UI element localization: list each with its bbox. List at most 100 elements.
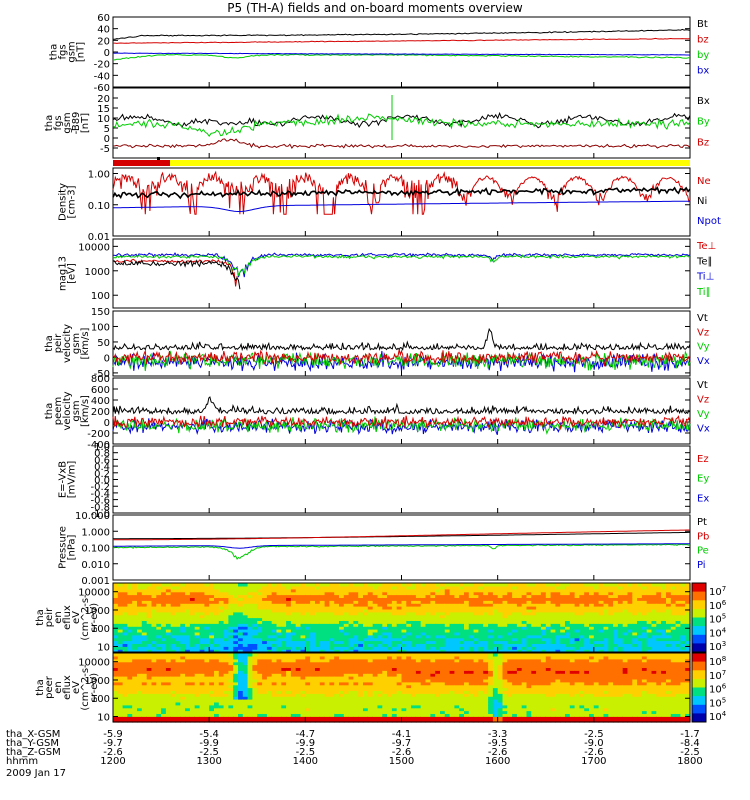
spectrogram-cell xyxy=(233,655,239,660)
spectrogram-cell xyxy=(310,608,316,613)
spectrogram-cell xyxy=(444,649,451,653)
spectrogram-cell xyxy=(464,693,470,697)
spectrogram-cell xyxy=(415,681,422,686)
spectrogram-cell xyxy=(209,606,215,610)
spectrogram-cell xyxy=(214,591,220,596)
spectrogram-cell xyxy=(252,670,258,674)
y-tick-label: 1.0 xyxy=(94,442,110,453)
spectrogram-cell xyxy=(117,606,124,610)
y-axis-label: tha xyxy=(49,44,60,60)
spectrogram-cell xyxy=(185,690,191,694)
spectrogram-cell xyxy=(425,608,431,613)
spectrogram-cell xyxy=(305,626,311,630)
spectrogram-cell xyxy=(478,719,484,723)
spectrogram-cell xyxy=(315,673,321,677)
spectrogram-cell xyxy=(468,588,475,593)
spectrogram-cell xyxy=(214,611,220,616)
spectrogram-cell xyxy=(233,631,239,636)
spectrogram-cell xyxy=(324,643,330,647)
spectrogram-cell xyxy=(281,690,287,694)
spectrogram-cell xyxy=(622,608,629,613)
spectrogram-cell xyxy=(593,594,600,598)
spectrogram-cell xyxy=(223,661,229,666)
spectrogram-cell xyxy=(483,673,489,677)
spectrogram-cell xyxy=(300,707,306,712)
spectrogram-cell xyxy=(670,603,677,607)
spectrogram-cell xyxy=(449,701,455,706)
spectrogram-cell xyxy=(214,687,220,691)
spectrogram-cell xyxy=(353,649,359,653)
spectrogram-cell xyxy=(238,701,244,706)
spectrogram-cell xyxy=(401,606,407,610)
spectrogram-cell xyxy=(348,626,354,630)
spectrogram-cell xyxy=(271,585,278,590)
spectrogram-cell xyxy=(300,585,306,590)
spectrogram-cell xyxy=(334,719,340,723)
spectrogram-cell xyxy=(367,643,374,647)
y-tick-label: 10 xyxy=(97,643,110,654)
spectrogram-cell xyxy=(377,716,383,720)
spectrogram-cell xyxy=(348,716,354,720)
spectrogram-cell xyxy=(161,583,167,587)
spectrogram-cell xyxy=(608,623,614,627)
spectrogram-cell xyxy=(113,631,119,636)
spectrogram-cell xyxy=(305,629,311,633)
spectrogram-cell xyxy=(295,631,302,636)
spectrogram-cell xyxy=(435,710,441,714)
spectrogram-cell xyxy=(214,655,220,660)
spectrogram-cell xyxy=(617,608,624,613)
spectrogram-cell xyxy=(194,600,201,604)
spectrogram-cell xyxy=(526,643,532,647)
spectrogram-cell xyxy=(204,653,210,657)
spectrogram-cell xyxy=(680,626,686,630)
spectrogram-cell xyxy=(411,623,417,627)
spectrogram-cell xyxy=(555,640,561,644)
spectrogram-cell xyxy=(372,701,379,706)
spectrogram-cell xyxy=(492,637,499,642)
spectrogram-cell xyxy=(440,634,446,639)
spectrogram-cell xyxy=(209,591,215,596)
spectrogram-cell xyxy=(329,629,335,633)
spectrogram-cell xyxy=(214,600,220,604)
spectrogram-cell xyxy=(565,643,571,647)
spectrogram-cell xyxy=(444,655,451,660)
spectrogram-cell xyxy=(415,704,422,709)
spectrogram-cell xyxy=(305,676,311,680)
spectrogram-cell xyxy=(507,606,513,610)
spectrogram-cell xyxy=(252,588,258,593)
spectrogram-cell xyxy=(483,600,489,604)
spectrogram-cell xyxy=(391,603,398,607)
spectrogram-cell xyxy=(132,608,138,613)
spectrogram-cell xyxy=(300,637,306,642)
spectrogram-cell xyxy=(132,629,138,633)
spectrogram-cell xyxy=(372,588,379,593)
y-tick-label: 0.6 xyxy=(94,455,110,466)
spectrogram-cell xyxy=(329,667,335,671)
spectrogram-cell xyxy=(584,594,590,598)
spectrogram-cell xyxy=(401,704,407,709)
spectrogram-cell xyxy=(319,655,326,660)
spectrogram-cell xyxy=(204,631,210,636)
spectrogram-cell xyxy=(324,653,330,657)
spectrogram-cell xyxy=(468,594,475,598)
spectrogram-cell xyxy=(151,608,157,613)
legend-entry: bx xyxy=(697,66,709,77)
spectrogram-cell xyxy=(281,588,287,593)
spectrogram-cell xyxy=(401,716,407,720)
spectrogram-cell xyxy=(483,681,489,686)
spectrogram-cell xyxy=(569,594,576,598)
spectrogram-cell xyxy=(411,597,417,601)
spectrogram-cell xyxy=(430,646,436,650)
spectrogram-cell xyxy=(382,620,388,624)
spectrogram-cell xyxy=(329,719,335,723)
spectrogram-cell xyxy=(449,594,455,598)
spectrogram-cell xyxy=(310,591,316,596)
spectrogram-cell xyxy=(319,585,326,590)
spectrogram-cell xyxy=(156,713,162,717)
spectrogram-cell xyxy=(324,637,330,642)
spectrogram-cell xyxy=(189,629,196,633)
spectrogram-cell xyxy=(228,629,234,633)
spectrogram-cell xyxy=(415,594,422,598)
spectrogram-cell xyxy=(521,637,528,642)
spectrogram-cell xyxy=(199,597,205,601)
